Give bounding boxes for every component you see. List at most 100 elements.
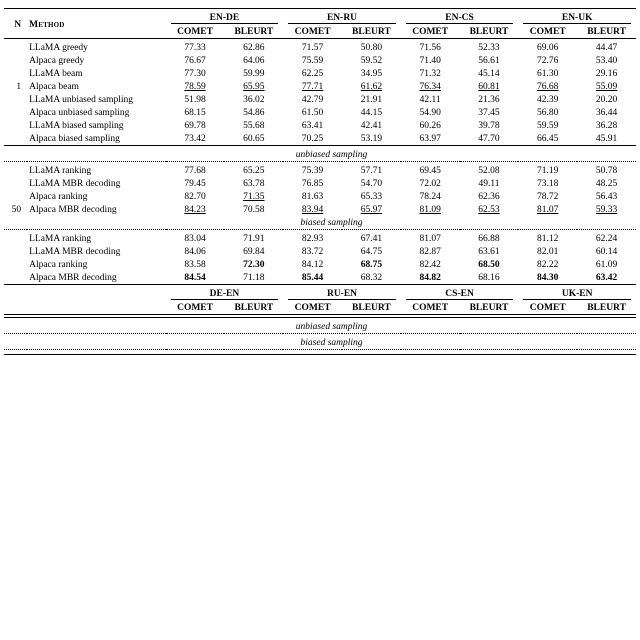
value-cell: 77.71: [283, 80, 342, 93]
value-cell: 63.42: [577, 271, 636, 285]
value-cell: 76.85: [283, 177, 342, 190]
pair-en-cs: EN-CS: [401, 11, 519, 25]
value-cell: 73.42: [166, 132, 225, 146]
value-cell: 84.23: [166, 203, 225, 216]
n-cell: [4, 119, 27, 132]
value-cell: 69.45: [401, 164, 460, 177]
value-cell: 77.33: [166, 41, 225, 54]
value-cell: 75.59: [283, 54, 342, 67]
value-cell: 36.02: [224, 93, 283, 106]
method-cell: Alpaca biased sampling: [27, 132, 166, 146]
value-cell: 71.56: [401, 41, 460, 54]
value-cell: 82.01: [518, 245, 577, 258]
value-cell: 75.39: [283, 164, 342, 177]
metric-bleurt: BLEURT: [224, 25, 283, 39]
value-cell: 36.28: [577, 119, 636, 132]
method-cell: Alpaca greedy: [27, 54, 166, 67]
method-cell: Alpaca MBR decoding: [27, 271, 166, 285]
value-cell: 45.91: [577, 132, 636, 146]
value-cell: 20.20: [577, 93, 636, 106]
value-cell: 60.81: [460, 80, 519, 93]
value-cell: 71.91: [224, 232, 283, 245]
value-cell: 68.75: [342, 258, 401, 271]
value-cell: 61.09: [577, 258, 636, 271]
table-row: LLaMA greedy77.3362.8671.5750.8071.5652.…: [4, 41, 636, 54]
value-cell: 66.45: [518, 132, 577, 146]
value-cell: 63.41: [283, 119, 342, 132]
value-cell: 69.06: [518, 41, 577, 54]
value-cell: 68.50: [460, 258, 519, 271]
value-cell: 82.87: [401, 245, 460, 258]
table-row: Alpaca biased sampling73.4260.6570.2553.…: [4, 132, 636, 146]
table-row: LLaMA beam77.3059.9962.2534.9571.3245.14…: [4, 67, 636, 80]
value-cell: 59.59: [518, 119, 577, 132]
value-cell: 61.30: [518, 67, 577, 80]
value-cell: 71.35: [224, 190, 283, 203]
value-cell: 63.61: [460, 245, 519, 258]
pair-en-ru: EN-RU: [283, 11, 401, 25]
col-method: Method: [27, 11, 166, 39]
table-row: 50Alpaca MBR decoding84.2370.5883.9465.9…: [4, 203, 636, 216]
table-row: LLaMA ranking83.0471.9182.9367.4181.0766…: [4, 232, 636, 245]
value-cell: 72.02: [401, 177, 460, 190]
value-cell: 78.72: [518, 190, 577, 203]
value-cell: 83.58: [166, 258, 225, 271]
pair-cs-en: CS-EN: [401, 287, 519, 301]
value-cell: 64.06: [224, 54, 283, 67]
value-cell: 62.24: [577, 232, 636, 245]
value-cell: 29.16: [577, 67, 636, 80]
label-unbiased: unbiased sampling: [27, 148, 636, 162]
value-cell: 59.33: [577, 203, 636, 216]
value-cell: 50.80: [342, 41, 401, 54]
value-cell: 50.78: [577, 164, 636, 177]
method-cell: LLaMA MBR decoding: [27, 245, 166, 258]
value-cell: 69.84: [224, 245, 283, 258]
col-n: N: [4, 11, 27, 39]
value-cell: 71.18: [224, 271, 283, 285]
value-cell: 70.25: [283, 132, 342, 146]
value-cell: 68.32: [342, 271, 401, 285]
n-cell: [4, 93, 27, 106]
table-row: Alpaca ranking82.7071.3581.6365.3378.246…: [4, 190, 636, 203]
value-cell: 48.25: [577, 177, 636, 190]
value-cell: 81.07: [518, 203, 577, 216]
value-cell: 73.18: [518, 177, 577, 190]
value-cell: 44.47: [577, 41, 636, 54]
table-row: LLaMA MBR decoding84.0669.8483.7264.7582…: [4, 245, 636, 258]
value-cell: 65.25: [224, 164, 283, 177]
value-cell: 42.11: [401, 93, 460, 106]
value-cell: 81.12: [518, 232, 577, 245]
value-cell: 42.79: [283, 93, 342, 106]
value-cell: 84.54: [166, 271, 225, 285]
table-row: 1Alpaca beam78.5965.9577.7161.6276.3460.…: [4, 80, 636, 93]
n-cell: [4, 132, 27, 146]
table-row: Alpaca ranking83.5872.3084.1268.7582.426…: [4, 258, 636, 271]
value-cell: 65.33: [342, 190, 401, 203]
value-cell: 77.30: [166, 67, 225, 80]
method-cell: LLaMA biased sampling: [27, 119, 166, 132]
value-cell: 56.61: [460, 54, 519, 67]
value-cell: 71.57: [283, 41, 342, 54]
value-cell: 77.68: [166, 164, 225, 177]
n-cell: [4, 41, 27, 54]
value-cell: 84.82: [401, 271, 460, 285]
label-biased: biased sampling: [27, 216, 636, 230]
value-cell: 60.26: [401, 119, 460, 132]
table-row: LLaMA MBR decoding79.4563.7876.8554.7072…: [4, 177, 636, 190]
value-cell: 81.09: [401, 203, 460, 216]
n-cell: 50: [4, 203, 27, 216]
value-cell: 52.08: [460, 164, 519, 177]
value-cell: 56.43: [577, 190, 636, 203]
value-cell: 62.86: [224, 41, 283, 54]
value-cell: 71.40: [401, 54, 460, 67]
value-cell: 81.07: [401, 232, 460, 245]
value-cell: 62.25: [283, 67, 342, 80]
value-cell: 62.36: [460, 190, 519, 203]
value-cell: 61.62: [342, 80, 401, 93]
table-row: LLaMA unbiased sampling51.9836.0242.7921…: [4, 93, 636, 106]
value-cell: 69.78: [166, 119, 225, 132]
value-cell: 21.36: [460, 93, 519, 106]
value-cell: 72.76: [518, 54, 577, 67]
value-cell: 55.68: [224, 119, 283, 132]
table-row: Alpaca unbiased sampling68.1554.8661.504…: [4, 106, 636, 119]
